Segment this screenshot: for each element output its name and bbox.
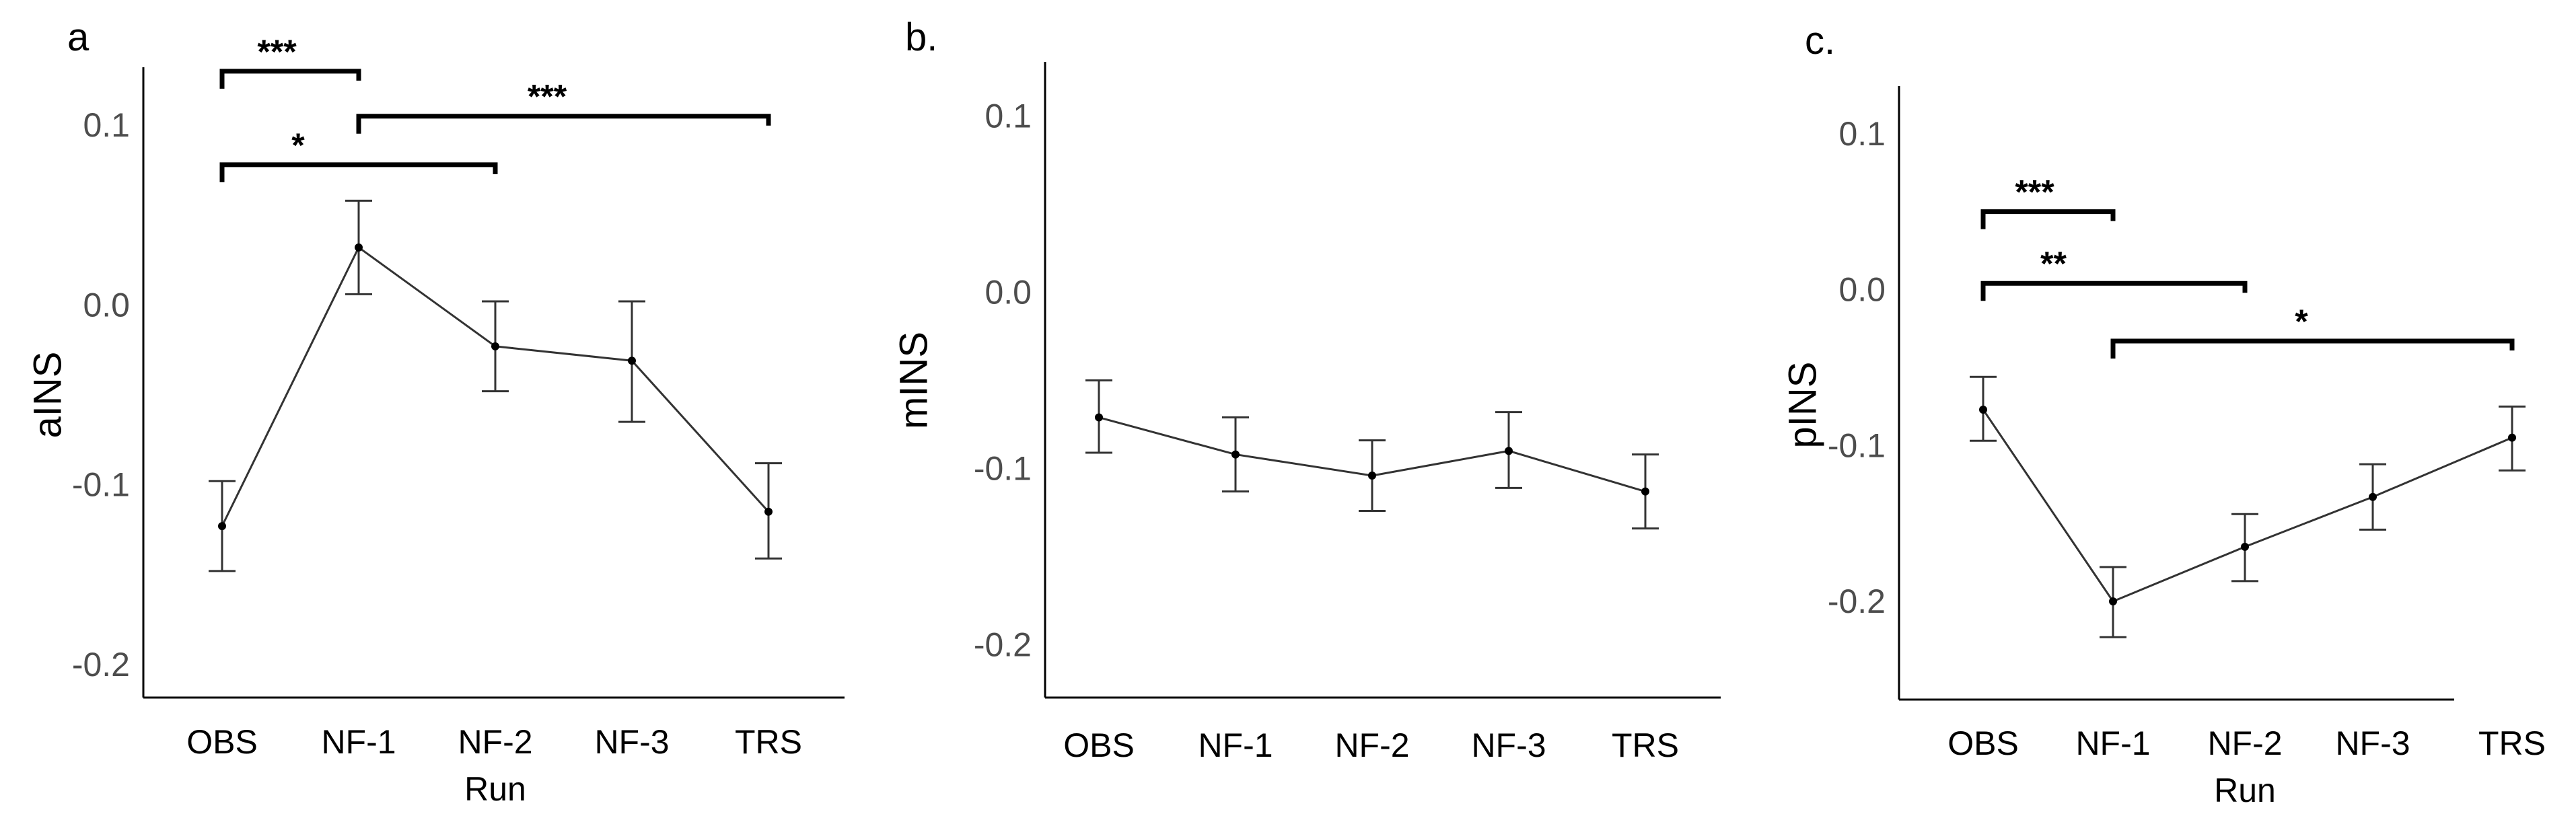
significance-bracket [356,114,771,134]
panel-a: a 0.1 0.0 -0.1 -0.2 aINS OBS NF-1 NF-2 NF-3 TRS Run… [26,15,845,808]
data-point [1368,472,1376,480]
significance-bracket [2110,338,2515,359]
data-point [218,522,226,531]
y-tick-label: 0.1 [1838,115,1886,153]
data-point [2241,542,2249,551]
series-line [1982,409,2513,603]
significance-label: *** [257,33,297,71]
x-tick-label: NF-2 [1334,726,1409,764]
y-tick-label: -0.2 [72,646,130,683]
data-point [1641,487,1649,496]
data-point [1231,450,1240,459]
x-tick-label: NF-3 [594,723,669,761]
x-tick-label: NF-3 [1471,726,1546,764]
x-tick-label: TRS [2478,724,2546,762]
x-tick-label: NF-1 [321,723,396,761]
panel-b: b. 0.1 0.0 -0.1 -0.2 mINS OBS NF-1 NF-2 NF-3 TRS [892,15,1721,764]
x-axis-title: Run [464,770,526,808]
x-tick-label: OBS [1063,726,1135,764]
significance-label: *** [528,78,567,116]
data-point [1979,405,1987,414]
x-tick-label: NF-1 [2075,724,2150,762]
data-point [628,357,636,365]
y-tick-label: -0.1 [974,450,1032,488]
significance-bracket [1980,281,2248,301]
x-tick-label: NF-2 [2207,724,2282,762]
panel-label: b. [905,15,937,59]
data-point [2369,492,2377,501]
significance-bracket [219,162,498,182]
x-tick-label: TRS [1612,726,1679,764]
y-tick-label: 0.0 [1838,271,1886,309]
y-axis-title: aINS [26,352,69,439]
significance-bracket [219,69,361,89]
data-point [764,507,773,516]
significance-label: * [291,126,305,164]
significance-label: *** [2015,174,2054,211]
panel-c: c. 0.1 0.0 -0.1 -0.2 pINS OBS NF-1 NF-2 NF-3 TRS Ru… [1781,19,2546,809]
y-tick-label: 0.0 [83,286,130,324]
y-axis-title: mINS [892,332,935,429]
y-tick-label: -0.2 [974,626,1032,664]
panel-label: a [67,15,90,59]
x-tick-label: OBS [186,723,258,761]
x-axis-title: Run [2214,772,2276,809]
y-tick-label: -0.1 [1828,426,1886,464]
data-point [355,243,363,252]
x-tick-label: NF-3 [2335,724,2410,762]
y-tick-label: 0.1 [985,97,1032,135]
y-tick-label: -0.1 [72,466,130,504]
x-tick-label: NF-2 [458,723,532,761]
panel-label: c. [1805,19,1835,63]
y-tick-label: 0.1 [83,106,130,144]
significance-label: ** [2040,245,2067,283]
significance-label: * [2295,303,2308,340]
x-tick-label: OBS [1947,724,2019,762]
y-tick-label: -0.2 [1828,583,1886,620]
data-point [1095,413,1103,422]
x-tick-label: NF-1 [1198,726,1273,764]
y-tick-label: 0.0 [985,273,1032,311]
data-point [2109,597,2117,605]
x-tick-label: TRS [735,723,802,761]
data-point [491,342,499,350]
significance-bracket [1980,209,2116,229]
data-point [2508,433,2516,442]
y-axis-title: pINS [1781,362,1824,449]
data-point [1505,447,1513,455]
